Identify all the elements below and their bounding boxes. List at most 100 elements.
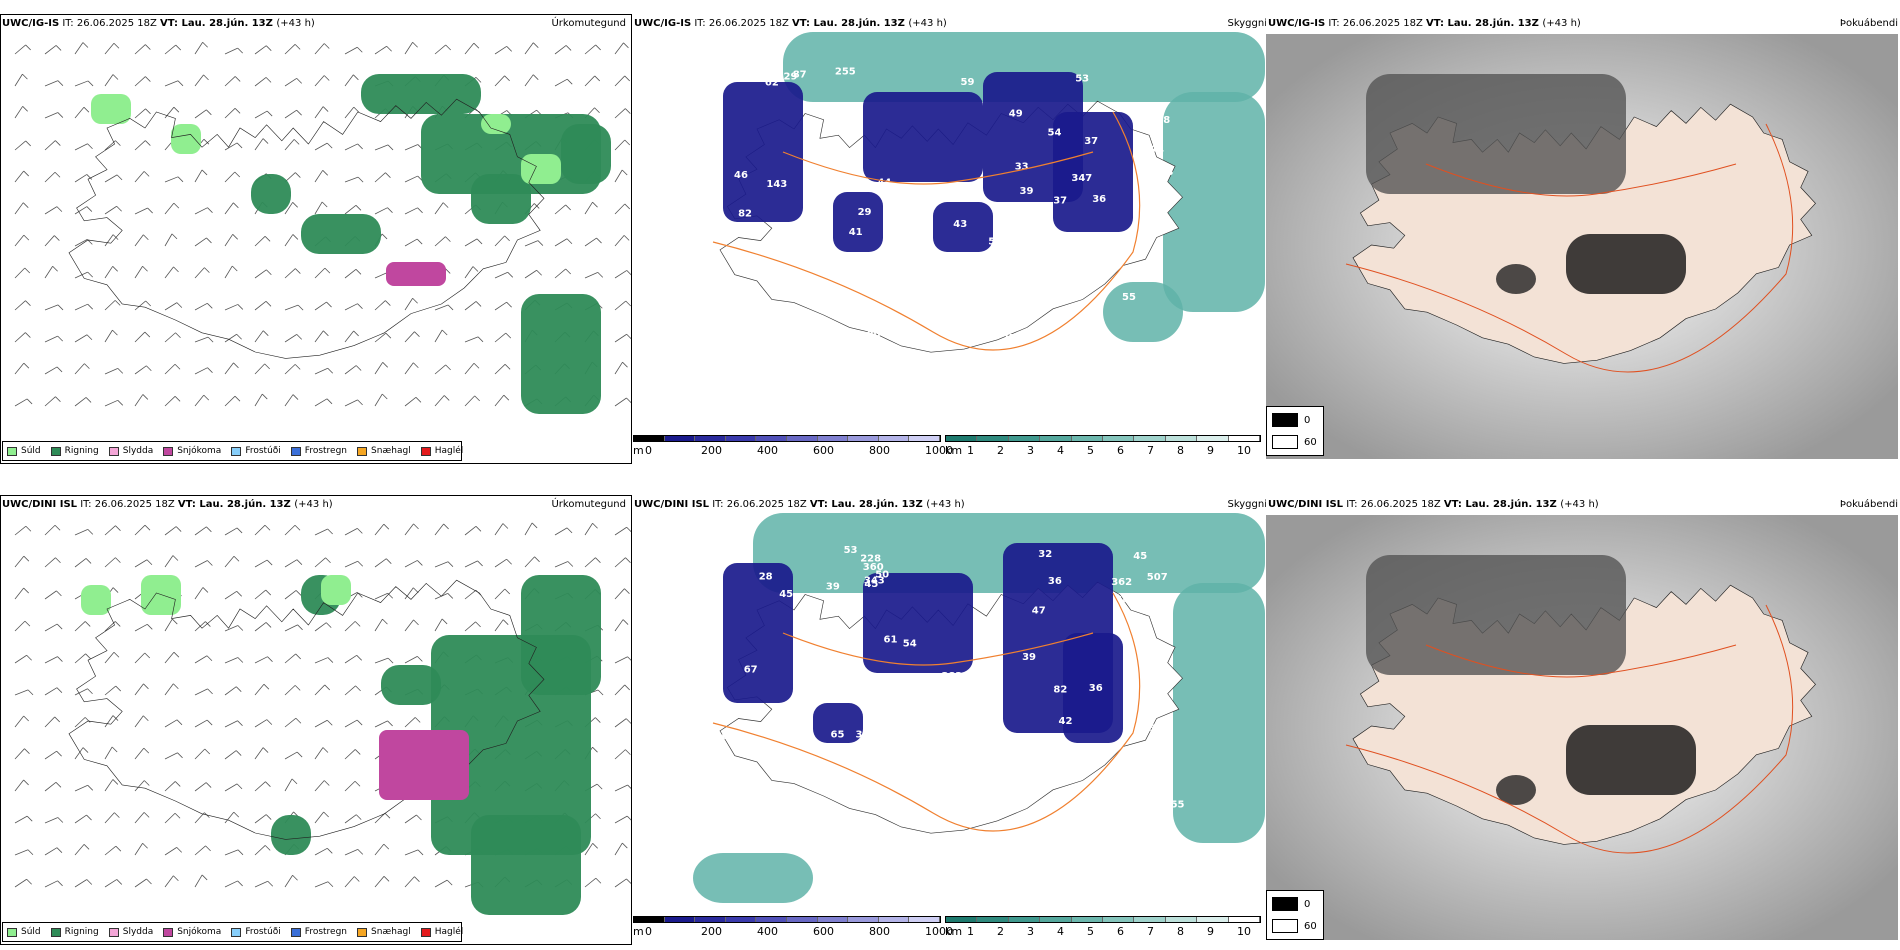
panel-header: UWC/DINI ISL IT: 26.06.2025 18Z VT: Lau.… bbox=[634, 499, 965, 510]
panel-frame bbox=[0, 14, 632, 464]
legend-swatch bbox=[108, 446, 119, 456]
visibility-value: 278 bbox=[1149, 115, 1170, 126]
visibility-value: 41 bbox=[1150, 143, 1164, 154]
elevation-tick: 1000 bbox=[925, 444, 953, 457]
visibility-value: 29 bbox=[858, 207, 872, 218]
legend-label: Slydda bbox=[122, 446, 154, 456]
fog-legend: 0 60 bbox=[1266, 890, 1324, 940]
visibility-value: 135 bbox=[825, 150, 846, 161]
visibility-value: 360 bbox=[863, 562, 884, 573]
legend-item: Frostregn bbox=[290, 446, 347, 456]
legend-label: Rigning bbox=[64, 446, 99, 456]
visibility-value: 143 bbox=[766, 179, 787, 190]
visibility-tick: 3 bbox=[1027, 925, 1034, 938]
visibility-value: 65 bbox=[831, 730, 845, 741]
visibility-tick: 6 bbox=[1117, 444, 1124, 457]
visibility-tick: 4 bbox=[1057, 925, 1064, 938]
visibility-value: 59 bbox=[922, 772, 936, 783]
model-label: UWC/DINI ISL bbox=[1268, 499, 1344, 510]
elevation-tick: 200 bbox=[701, 444, 722, 457]
legend-item: Frostúði bbox=[231, 446, 281, 456]
visibility-tick: 5 bbox=[1087, 925, 1094, 938]
visibility-value: 45 bbox=[779, 589, 793, 600]
legend-swatch bbox=[163, 446, 174, 456]
visibility-value: 40 bbox=[1070, 235, 1084, 246]
visibility-value: 36 bbox=[920, 763, 934, 774]
visibility-value: 43 bbox=[953, 219, 967, 230]
precip-map[interactable] bbox=[1, 515, 631, 915]
legend-swatch bbox=[420, 927, 431, 937]
elevation-scale bbox=[633, 435, 941, 442]
panel-header: UWC/DINI ISL IT: 26.06.2025 18Z VT: Lau.… bbox=[2, 499, 333, 510]
visibility-tick: 2 bbox=[997, 444, 1004, 457]
visibility-value: 39 bbox=[826, 582, 840, 593]
visibility-value: 49 bbox=[855, 278, 869, 289]
model-label: UWC/IG-IS bbox=[1268, 18, 1326, 29]
visibility-tick: 9 bbox=[1207, 925, 1214, 938]
visibility-value: 46 bbox=[734, 170, 748, 181]
visibility-value: 89 bbox=[748, 324, 762, 335]
elevation-tick: 600 bbox=[813, 925, 834, 938]
visibility-value: 36 bbox=[1089, 683, 1103, 694]
visibility-value: 46 bbox=[830, 279, 844, 290]
legend-item: Snjókoma bbox=[163, 446, 221, 456]
visibility-scale bbox=[945, 916, 1261, 923]
vt-value: Lau. 28.jún. 13Z bbox=[831, 499, 927, 510]
fog-legend-light-label: 60 bbox=[1304, 436, 1317, 448]
visibility-tick: 7 bbox=[1147, 925, 1154, 938]
visibility-value: 61 bbox=[1116, 245, 1130, 256]
legend-label: Súld bbox=[21, 927, 41, 937]
lead-time: (+43 h) bbox=[908, 18, 947, 29]
legend-swatch bbox=[231, 927, 242, 937]
it-value: 26.06.2025 18Z bbox=[1342, 18, 1427, 29]
it-value: 26.06.2025 18Z bbox=[708, 18, 793, 29]
fog-swatch-light bbox=[1272, 435, 1298, 449]
legend-item: Snæhagl bbox=[357, 927, 411, 937]
visibility-value: 87 bbox=[793, 69, 807, 80]
visibility-value: 67 bbox=[744, 664, 758, 675]
visibility-value: 59 bbox=[831, 694, 845, 705]
it-label: IT: bbox=[709, 499, 727, 510]
visibility-value: 257 bbox=[1002, 333, 1023, 344]
it-label: IT: bbox=[1343, 499, 1361, 510]
elevation-tick: 400 bbox=[757, 444, 778, 457]
precip-map[interactable] bbox=[1, 34, 631, 434]
visibility-value: 49 bbox=[1009, 109, 1023, 120]
visibility-value: 35 bbox=[856, 730, 870, 741]
fog-legend-row: 0 bbox=[1272, 413, 1310, 427]
elevation-tick: 0 bbox=[645, 925, 652, 938]
vt-value: Lau. 28.jún. 13Z bbox=[181, 18, 277, 29]
visibility-value: 45 bbox=[1133, 551, 1147, 562]
visibility-value: 507 bbox=[1147, 572, 1168, 583]
it-value: 26.06.2025 18Z bbox=[76, 18, 161, 29]
model-label: UWC/DINI ISL bbox=[634, 499, 710, 510]
legend-label: Rigning bbox=[64, 927, 99, 937]
precip-type-panel: UWC/IG-IS IT: 26.06.2025 18Z VT: Lau. 28… bbox=[0, 14, 632, 464]
visibility-value: 28 bbox=[759, 572, 773, 583]
visibility-value: 255 bbox=[835, 67, 856, 78]
visibility-value: 45 bbox=[864, 579, 878, 590]
visibility-value: 36 bbox=[740, 314, 754, 325]
fog-map[interactable] bbox=[1266, 34, 1898, 459]
fog-map[interactable] bbox=[1266, 515, 1898, 940]
legend-item: Slydda bbox=[108, 927, 153, 937]
fog-legend-row: 0 bbox=[1272, 897, 1310, 911]
visibility-panel: UWC/DINI ISL IT: 26.06.2025 18Z VT: Lau.… bbox=[633, 495, 1267, 945]
lead-time: (+43 h) bbox=[276, 18, 315, 29]
legend-label: Snæhagl bbox=[371, 927, 411, 937]
visibility-value: 36 bbox=[1092, 194, 1106, 205]
visibility-value: 39 bbox=[1022, 652, 1036, 663]
visibility-value: 48 bbox=[1159, 167, 1173, 178]
vt-value: Lau. 28.jún. 13Z bbox=[1465, 499, 1561, 510]
visibility-map[interactable]: 41 39 29 40 34 33 58 41 49 37 36 59 50 34 29 80 43 48 278 4… bbox=[633, 32, 1265, 432]
elevation-tick: 200 bbox=[701, 925, 722, 938]
visibility-value: 39 bbox=[809, 185, 823, 196]
visibility-map[interactable]: 41 40 28 40 35 54 52 55 42 45 35 48 61 52 37 32 39 360 59 2… bbox=[633, 513, 1265, 913]
fog-indicator-panel: UWC/DINI ISL IT: 26.06.2025 18Z VT: Lau.… bbox=[1266, 495, 1900, 945]
legend-label: Súld bbox=[21, 446, 41, 456]
visibility-value: 31 bbox=[781, 284, 795, 295]
visibility-value: 39 bbox=[1020, 186, 1034, 197]
visibility-value: 35 bbox=[747, 310, 761, 321]
panel-frame bbox=[0, 495, 632, 945]
fog-swatch-dark bbox=[1272, 897, 1298, 911]
